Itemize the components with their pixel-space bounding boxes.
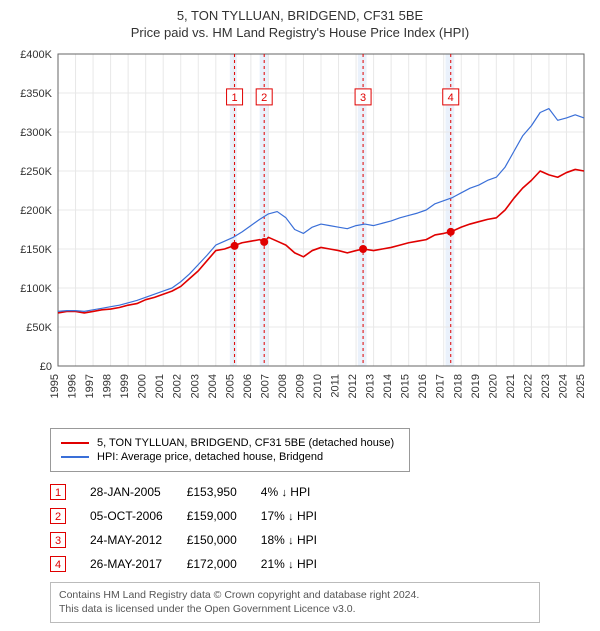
table-row: 3 24-MAY-2012£150,00018% ↓ HPI: [50, 528, 341, 552]
svg-text:2019: 2019: [470, 374, 482, 398]
sale-index-cell: 4: [50, 552, 90, 576]
legend-row: 5, TON TYLLUAN, BRIDGEND, CF31 5BE (deta…: [61, 437, 399, 449]
svg-text:1995: 1995: [49, 374, 61, 398]
svg-text:£0: £0: [40, 361, 52, 373]
sale-diff: 17% ↓ HPI: [261, 504, 341, 528]
svg-text:2017: 2017: [435, 374, 447, 398]
svg-text:2006: 2006: [242, 374, 254, 398]
svg-text:£200K: £200K: [20, 205, 52, 217]
svg-text:£250K: £250K: [20, 166, 52, 178]
svg-text:£50K: £50K: [26, 322, 52, 334]
sale-diff: 4% ↓ HPI: [261, 480, 341, 504]
sale-index-box: 4: [50, 556, 66, 572]
svg-text:2001: 2001: [154, 374, 166, 398]
legend-swatch: [61, 442, 89, 444]
legend-label: 5, TON TYLLUAN, BRIDGEND, CF31 5BE (deta…: [97, 437, 394, 449]
svg-text:£400K: £400K: [20, 49, 52, 61]
svg-text:2002: 2002: [172, 374, 184, 398]
sales-table: 1 28-JAN-2005£153,9504% ↓ HPI 2 05-OCT-2006…: [50, 480, 341, 576]
svg-text:2004: 2004: [207, 374, 219, 398]
legend-swatch: [61, 456, 89, 458]
sale-price: £159,000: [187, 504, 261, 528]
svg-text:2025: 2025: [575, 374, 587, 398]
svg-text:2014: 2014: [382, 374, 394, 398]
attribution-line1: Contains HM Land Registry data © Crown c…: [59, 589, 531, 603]
sale-index-cell: 2: [50, 504, 90, 528]
sale-date: 28-JAN-2005: [90, 480, 187, 504]
sale-date: 24-MAY-2012: [90, 528, 187, 552]
attribution-line2: This data is licensed under the Open Gov…: [59, 603, 531, 617]
svg-text:2010: 2010: [312, 374, 324, 398]
svg-text:2009: 2009: [294, 374, 306, 398]
svg-text:1997: 1997: [84, 374, 96, 398]
chart-svg: £0 £50K £100K £150K £200K £250K £300K £350K £400…: [10, 48, 590, 418]
svg-text:2023: 2023: [540, 374, 552, 398]
table-row: 4 26-MAY-2017£172,00021% ↓ HPI: [50, 552, 341, 576]
svg-text:1999: 1999: [119, 374, 131, 398]
svg-text:2011: 2011: [330, 374, 342, 398]
sale-index-cell: 1: [50, 480, 90, 504]
svg-text:2020: 2020: [487, 374, 499, 398]
svg-text:4: 4: [448, 92, 454, 104]
svg-text:2015: 2015: [400, 374, 412, 398]
svg-text:2018: 2018: [452, 374, 464, 398]
svg-text:2: 2: [261, 92, 267, 104]
sale-diff: 18% ↓ HPI: [261, 528, 341, 552]
sale-index-box: 1: [50, 484, 66, 500]
table-row: 1 28-JAN-2005£153,9504% ↓ HPI: [50, 480, 341, 504]
sale-price: £153,950: [187, 480, 261, 504]
sale-price: £172,000: [187, 552, 261, 576]
legend-box: 5, TON TYLLUAN, BRIDGEND, CF31 5BE (deta…: [50, 428, 410, 472]
table-row: 2 05-OCT-2006£159,00017% ↓ HPI: [50, 504, 341, 528]
svg-text:2022: 2022: [522, 374, 534, 398]
sale-diff: 21% ↓ HPI: [261, 552, 341, 576]
sale-index-box: 2: [50, 508, 66, 524]
svg-text:1998: 1998: [102, 374, 114, 398]
svg-text:2012: 2012: [347, 374, 359, 398]
attribution-box: Contains HM Land Registry data © Crown c…: [50, 582, 540, 623]
chart-title-sub: Price paid vs. HM Land Registry's House …: [10, 25, 590, 40]
svg-text:£150K: £150K: [20, 244, 52, 256]
svg-text:2016: 2016: [417, 374, 429, 398]
chart-plot-area: £0 £50K £100K £150K £200K £250K £300K £350K £400…: [10, 48, 590, 418]
svg-text:2021: 2021: [505, 374, 517, 398]
sale-index-box: 3: [50, 532, 66, 548]
svg-text:2003: 2003: [189, 374, 201, 398]
legend-row: HPI: Average price, detached house, Brid…: [61, 451, 399, 463]
sale-date: 26-MAY-2017: [90, 552, 187, 576]
svg-text:2024: 2024: [557, 374, 569, 398]
sale-price: £150,000: [187, 528, 261, 552]
legend-label: HPI: Average price, detached house, Brid…: [97, 451, 323, 463]
svg-text:2013: 2013: [365, 374, 377, 398]
chart-title-address: 5, TON TYLLUAN, BRIDGEND, CF31 5BE: [10, 8, 590, 23]
svg-text:2008: 2008: [277, 374, 289, 398]
sale-index-cell: 3: [50, 528, 90, 552]
svg-text:£350K: £350K: [20, 88, 52, 100]
svg-text:2005: 2005: [224, 374, 236, 398]
chart-container: 5, TON TYLLUAN, BRIDGEND, CF31 5BE Price…: [0, 0, 600, 631]
svg-text:1996: 1996: [67, 374, 79, 398]
svg-text:1: 1: [231, 92, 237, 104]
sale-date: 05-OCT-2006: [90, 504, 187, 528]
svg-text:2007: 2007: [259, 374, 271, 398]
svg-text:£300K: £300K: [20, 127, 52, 139]
svg-text:3: 3: [360, 92, 366, 104]
svg-text:2000: 2000: [137, 374, 149, 398]
svg-text:£100K: £100K: [20, 283, 52, 295]
